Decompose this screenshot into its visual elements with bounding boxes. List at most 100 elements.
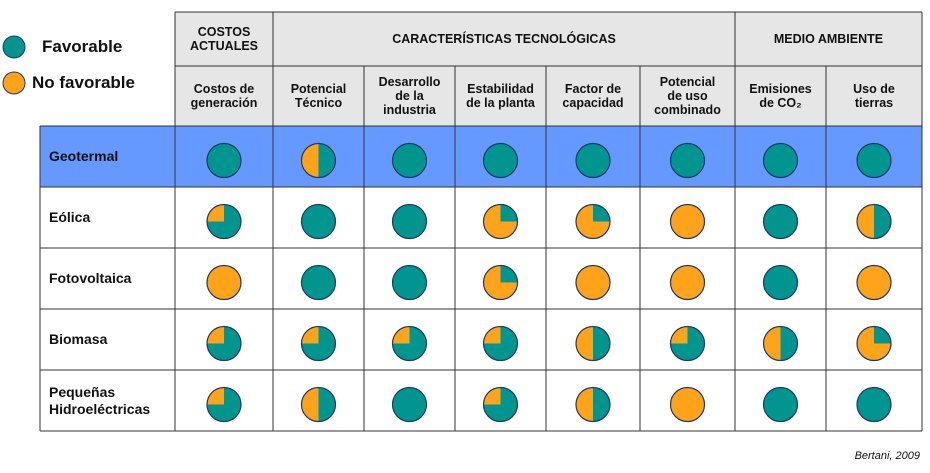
favorable-part [857,143,891,178]
group-header: COSTOS ACTUALES [189,25,259,53]
unfavorable-part [483,204,518,239]
legend-swatch [2,71,26,95]
favorable-part [500,204,518,222]
unfavorable-part [207,387,224,405]
harvey-ball [300,325,337,362]
ball-outline [856,142,892,179]
harvey-ball [206,264,242,301]
unfavorable-part [576,387,593,422]
legend-swatch [2,35,26,59]
harvey-ball [482,264,519,301]
column-header: Emisiones de CO₂ [749,82,812,110]
row-label: Pequeñas Hidroeléctricas [49,383,151,417]
row-label: Eólica [49,209,91,225]
harvey-ball [300,386,337,423]
ball-outline [300,142,337,179]
harvey-ball [575,325,611,362]
favorable-part [763,204,798,239]
favorable-part [593,326,610,361]
harvey-ball [482,142,519,179]
harvey-ball [300,203,337,240]
ball-outline [206,142,242,179]
favorable-part [318,143,336,178]
harvey-ball [762,142,799,179]
unfavorable-part [483,326,501,344]
harvey-ball [206,142,242,179]
ball-outline [762,325,799,362]
ball-outline [575,325,611,362]
favorable-part [763,265,798,300]
harvey-ball [762,325,799,362]
favorable-part [301,265,336,300]
unfavorable-part [576,204,610,239]
harvey-ball [856,264,892,301]
unfavorable-part [392,326,410,344]
unfavorable-part [670,204,705,239]
ball-outline [856,325,892,362]
favorable-part [593,387,610,422]
harvey-ball [762,264,799,301]
ball-outline [391,264,428,301]
harvey-ball [391,386,428,423]
harvey-ball [575,386,611,423]
ball-outline [669,325,706,362]
harvey-ball [575,142,611,179]
harvey-ball [856,325,892,362]
harvey-ball [391,142,428,179]
row-label: Biomasa [49,331,108,347]
unfavorable-part [207,204,224,222]
unfavorable-part [207,265,241,300]
column-header: Costos de generación [190,82,258,110]
column-header: Factor de capacidad [562,82,624,110]
favorable-part [483,143,518,178]
column-header: Desarrollo de la industria [378,75,441,117]
harvey-ball [391,264,428,301]
row-label: Fotovoltaica [49,270,132,286]
favorable-part [593,204,610,222]
harvey-ball [762,386,799,423]
harvey-ball [300,264,337,301]
harvey-ball [206,325,242,362]
harvey-ball [206,386,242,423]
ball-outline [669,386,706,423]
favorable-part [392,265,427,300]
column-header: Potencial de uso combinado [654,75,721,117]
row-label: Geotermal [49,148,119,164]
harvey-ball [482,386,519,423]
favorable-part [857,387,891,422]
ball-outline [669,203,706,240]
favorable-part [392,387,427,422]
legend-label: Favorable [42,37,123,56]
ball-outline [762,264,799,301]
unfavorable-part [670,387,705,422]
ball-outline [391,203,428,240]
ball-outline [856,203,892,240]
ball-outline [300,203,337,240]
ball-outline [482,264,519,301]
harvey-ball [856,203,892,240]
favorable-part [500,265,518,283]
ball-outline [669,142,706,179]
harvey-ball [856,142,892,179]
unfavorable-part [670,265,705,300]
harvey-ball [856,386,892,423]
ball-outline [391,386,428,423]
ball-outline [300,386,337,423]
ball-outline [575,386,611,423]
harvey-ball [669,386,706,423]
ball-outline [575,264,611,301]
ball-outline [300,264,337,301]
ball-outline [762,142,799,179]
favorable-part [392,204,427,239]
favorable-part [207,143,241,178]
unfavorable-part [207,326,224,344]
legend-label: No favorable [32,73,135,92]
harvey-ball [482,203,519,240]
unfavorable-part [857,265,891,300]
ball-outline [575,142,611,179]
favorable-part [670,143,705,178]
favorable-part [301,204,336,239]
harvey-ball [206,203,242,240]
